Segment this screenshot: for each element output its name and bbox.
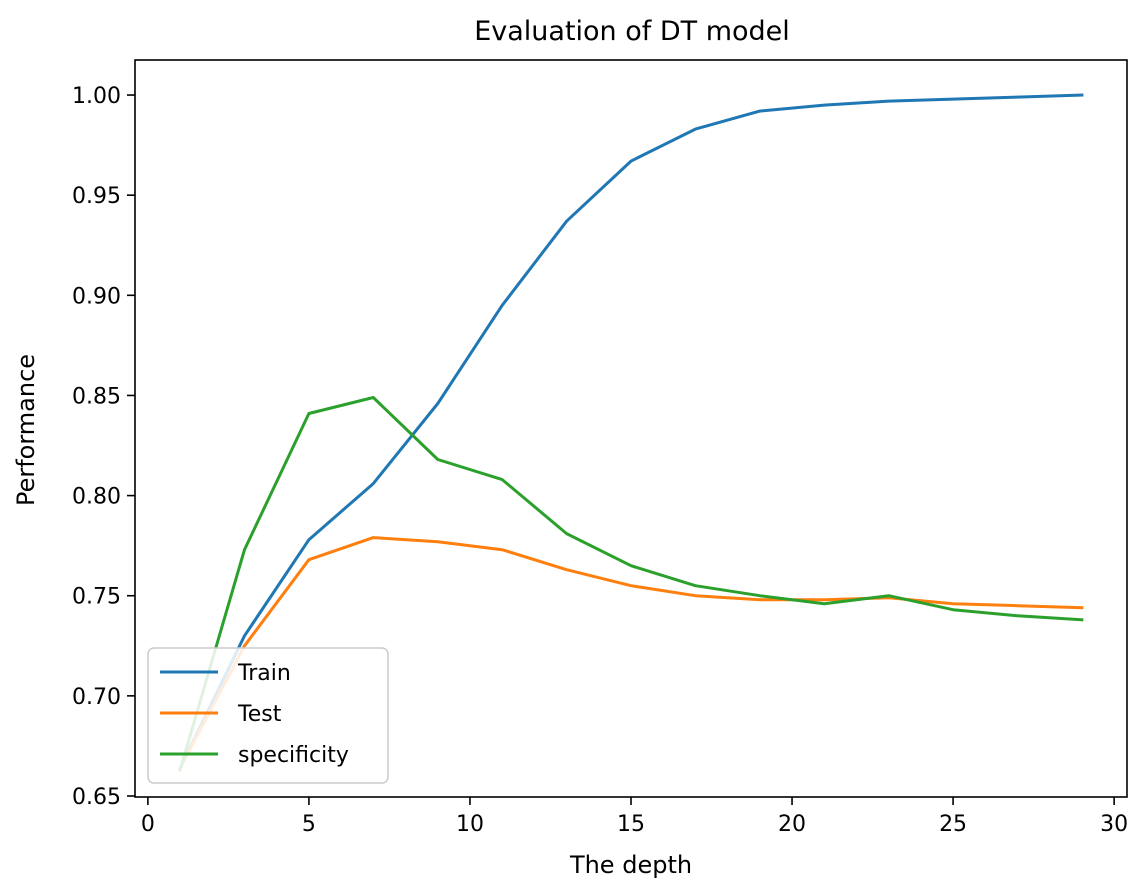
y-tick-label: 0.95 (72, 184, 121, 209)
x-tick-label: 30 (1100, 812, 1128, 837)
y-tick-label: 0.90 (72, 284, 121, 309)
y-tick-label: 0.65 (72, 785, 121, 810)
x-tick-label: 0 (141, 812, 155, 837)
y-axis-label: Performance (12, 354, 40, 506)
x-tick-label: 10 (456, 812, 484, 837)
y-axis-ticks: 0.65 0.70 0.75 0.80 0.85 0.90 0.95 1.00 (72, 84, 135, 810)
series-line-test (178, 536, 1084, 771)
x-tick-label: 25 (939, 812, 967, 837)
series-line-specificity (178, 396, 1084, 772)
x-axis-ticks: 0 5 10 15 20 25 30 (141, 797, 1128, 837)
x-axis-label: The depth (569, 851, 692, 879)
legend-label-test: Test (237, 702, 282, 727)
y-tick-label: 0.70 (72, 685, 121, 710)
y-tick-label: 0.85 (72, 384, 121, 409)
legend-label-train: Train (237, 661, 291, 686)
legend: Train Test specificity (147, 647, 389, 784)
legend-label-specificity: specificity (238, 743, 349, 768)
x-tick-label: 5 (302, 812, 316, 837)
y-tick-label: 0.75 (72, 585, 121, 610)
legend-entries: Train Test specificity (160, 661, 349, 768)
x-tick-label: 20 (778, 812, 806, 837)
series-layer (178, 93, 1084, 772)
x-tick-label: 15 (617, 812, 645, 837)
y-tick-label: 1.00 (72, 84, 121, 109)
series-line-train (178, 93, 1084, 771)
y-tick-label: 0.80 (72, 485, 121, 510)
legend-box (147, 647, 389, 784)
chart-title: Evaluation of DT model (474, 16, 790, 47)
